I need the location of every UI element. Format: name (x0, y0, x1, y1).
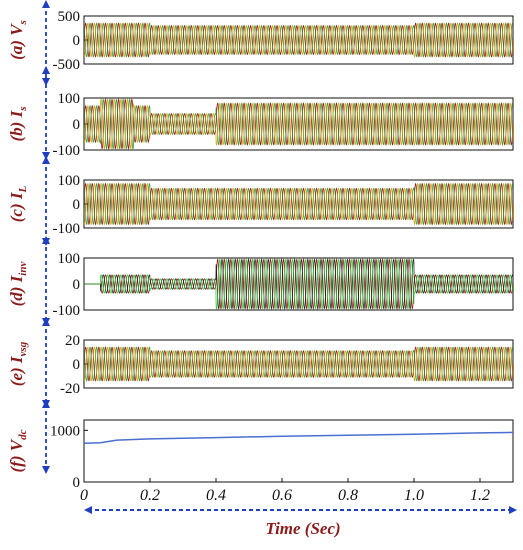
series-line (84, 182, 513, 226)
series-line (84, 22, 513, 58)
y-tick-label: 500 (58, 9, 81, 25)
series-line (84, 346, 513, 382)
panel-plot (84, 22, 513, 58)
panel-f: 1000 0 (f) Vdc 0 0.2 0.4 0.6 0.8 1.0 1.2 (7, 400, 514, 504)
panel-plot (84, 98, 513, 150)
y-tick-label: 100 (58, 173, 81, 189)
panel-variable-subscript: L (17, 185, 29, 193)
y-tick-label: -100 (53, 303, 81, 319)
panel-variable: I (7, 355, 26, 364)
y-tick-label: 0 (73, 277, 81, 293)
panel-c: 100 0 -100 (c) IL (7, 156, 514, 246)
x-tick-label: 0.2 (140, 487, 160, 504)
y-tick-label: 1000 (50, 423, 80, 439)
panel-tag: (e) (7, 363, 26, 386)
x-tick-label: 0.6 (272, 487, 292, 504)
panel-variable-subscript: s (17, 107, 29, 112)
series-line (84, 258, 513, 310)
series-line (84, 346, 513, 382)
panel-variable: V (7, 23, 26, 36)
y-tick-label: 0 (73, 197, 81, 213)
panel-e: 20 0 -20 (e) Ivsg (7, 318, 514, 408)
panel-variable-subscript: dc (17, 429, 29, 440)
panel-variable-subscript: s (17, 20, 29, 25)
series-line (84, 22, 513, 58)
panel-plot (84, 431, 513, 444)
series-line (84, 182, 513, 226)
panel-plot (84, 182, 513, 226)
series-line (84, 258, 513, 310)
panel-variable-subscript: inv (17, 262, 29, 276)
y-tick-label: -20 (60, 381, 80, 397)
panel-tag: (c) (7, 199, 26, 222)
x-tick-label: 0 (80, 487, 88, 504)
series-line (84, 98, 513, 150)
y-tick-label: 20 (65, 333, 80, 349)
panel-tag: (d) (7, 282, 26, 306)
panel-label: (b) Is (7, 107, 29, 142)
panel-plot (84, 258, 513, 310)
x-tick-label: 0.4 (206, 487, 226, 504)
panel-d: 100 0 -100 (d) Iinv (7, 236, 514, 326)
panel-tag: (b) (7, 117, 26, 141)
panel-tag: (a) (7, 36, 26, 60)
y-tick-label: -500 (53, 57, 81, 73)
panel-variable: I (7, 274, 26, 283)
series-line (84, 346, 513, 382)
y-tick-label: 0 (73, 475, 81, 491)
y-tick-label: -100 (53, 221, 81, 237)
panel-label: (d) Iinv (7, 262, 29, 307)
y-tick-label: -100 (53, 143, 81, 159)
series-line (84, 22, 513, 58)
panel-label: (f) Vdc (7, 429, 29, 472)
panel-variable: I (7, 109, 26, 118)
x-tick-label: 1.0 (404, 487, 424, 504)
x-tick-label: 0.8 (338, 487, 358, 504)
x-axis-label: Time (Sec) (265, 519, 340, 538)
series-line (84, 98, 513, 150)
panel-plot (84, 346, 513, 382)
panel-label: (a) Vs (7, 20, 29, 60)
y-tick-label: 0 (73, 117, 81, 133)
y-tick-label: 100 (58, 251, 81, 267)
panel-variable: V (7, 438, 26, 451)
panel-a: 500 0 -500 (a) Vs (7, 0, 514, 86)
panel-label: (e) Ivsg (7, 341, 29, 386)
series-line (84, 98, 513, 150)
y-tick-label: 0 (73, 357, 81, 373)
panel-label: (c) IL (7, 185, 29, 222)
y-tick-label: 100 (58, 91, 81, 107)
panel-variable: I (7, 191, 26, 200)
panel-b: 100 0 -100 (b) Is (7, 66, 514, 160)
panel-tag: (f) (7, 451, 26, 472)
x-tick-label: 1.2 (470, 487, 490, 504)
series-line (84, 431, 513, 444)
series-line (84, 182, 513, 226)
series-line (84, 258, 513, 310)
y-tick-label: 0 (73, 33, 81, 49)
plot-frame (83, 419, 514, 483)
panel-variable-subscript: vsg (17, 341, 29, 356)
